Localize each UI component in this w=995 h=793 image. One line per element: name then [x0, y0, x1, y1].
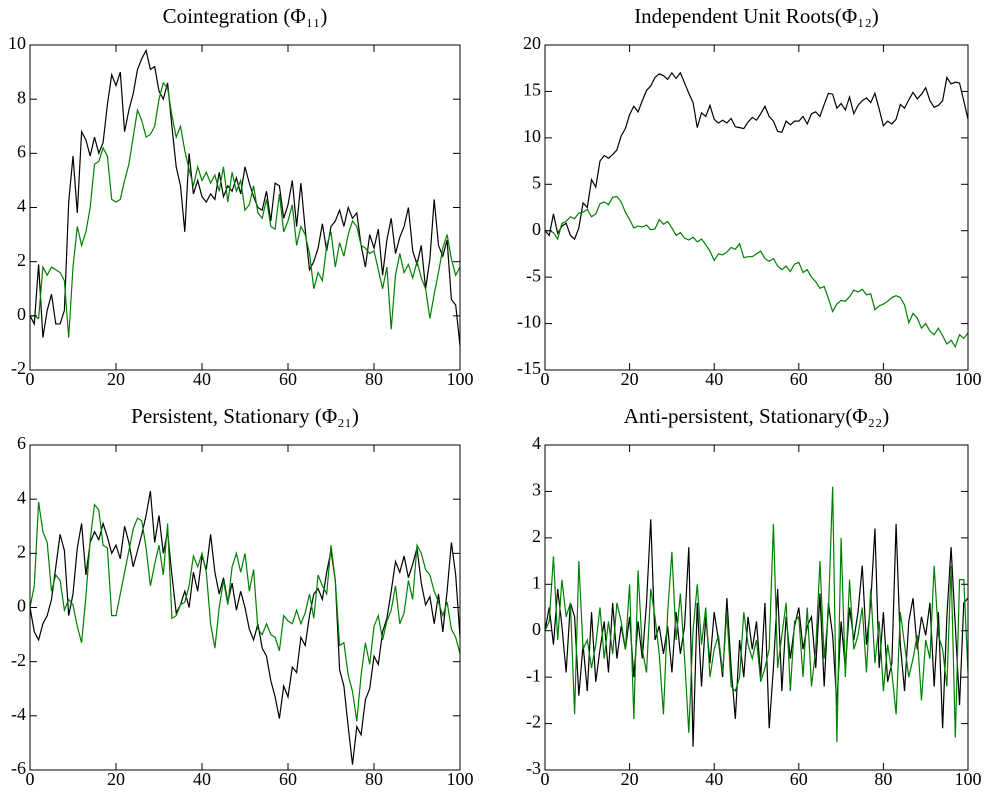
data-line: [29, 48, 461, 346]
x-tick-label: 0: [26, 369, 35, 389]
y-tick-label: 15: [523, 80, 541, 100]
x-tick-label: 60: [279, 769, 297, 789]
x-tick-label: 100: [955, 769, 982, 789]
x-tick-label: 40: [193, 769, 211, 789]
x-tick-label: 80: [365, 369, 383, 389]
y-tick-label: 10: [523, 126, 541, 146]
x-tick-label: 0: [541, 769, 550, 789]
y-tick-label: 20: [523, 33, 541, 53]
y-tick-label: -3: [526, 758, 541, 778]
x-tick-label: 60: [790, 369, 808, 389]
subplot: Anti-persistent, Stationary(Φ₂₂) -3 -2 -1 0 1…: [526, 404, 982, 789]
data-line: [29, 501, 461, 722]
y-tick-label: 1: [532, 572, 541, 592]
x-tick-label: 40: [193, 369, 211, 389]
y-tick-label: -2: [11, 358, 26, 378]
y-tick-label: 4: [17, 487, 26, 507]
x-tick-label: 60: [790, 769, 808, 789]
plot-area: [545, 45, 968, 370]
x-tick-label: 20: [107, 369, 125, 389]
y-tick-label: -2: [526, 712, 541, 732]
x-tick-label: 100: [447, 769, 474, 789]
x-tick-label: 100: [955, 369, 982, 389]
y-tick-label: 10: [8, 33, 26, 53]
y-tick-label: -2: [11, 650, 26, 670]
chart-title: Anti-persistent, Stationary(Φ₂₂): [624, 404, 890, 428]
chart-title: Cointegration (Φ₁₁): [163, 4, 328, 28]
chart-title: Independent Unit Roots(Φ₁₂): [634, 4, 879, 28]
plot-area: [545, 445, 968, 770]
x-tick-label: 80: [365, 769, 383, 789]
data-line: [545, 195, 969, 349]
y-tick-label: 4: [17, 196, 26, 216]
y-tick-label: 6: [17, 433, 26, 453]
y-tick-label: 2: [17, 541, 26, 561]
y-tick-label: -15: [517, 358, 541, 378]
y-tick-label: -4: [11, 704, 26, 724]
y-tick-label: -10: [517, 312, 541, 332]
x-tick-label: 80: [874, 369, 892, 389]
x-tick-label: 80: [874, 769, 892, 789]
x-tick-label: 100: [447, 369, 474, 389]
y-tick-label: 8: [17, 87, 26, 107]
y-tick-label: 3: [532, 480, 541, 500]
y-tick-label: 2: [17, 250, 26, 270]
y-tick-label: 0: [17, 596, 26, 616]
x-tick-label: 0: [26, 769, 35, 789]
x-tick-label: 20: [621, 769, 639, 789]
data-line: [30, 81, 461, 338]
y-tick-label: 0: [532, 219, 541, 239]
data-line: [544, 486, 969, 743]
y-tick-label: -6: [11, 758, 26, 778]
data-line: [544, 71, 969, 241]
x-tick-label: 40: [705, 769, 723, 789]
chart-title: Persistent, Stationary (Φ₂₁): [131, 404, 359, 428]
subplot: Independent Unit Roots(Φ₁₂) -15 -10 -5 0 5 10 1…: [517, 4, 982, 389]
axes-frame: [544, 44, 969, 371]
y-tick-label: 0: [17, 304, 26, 324]
x-tick-label: 0: [541, 369, 550, 389]
x-tick-label: 20: [107, 769, 125, 789]
y-tick-label: -5: [526, 265, 541, 285]
data-line: [544, 519, 969, 747]
y-tick-label: 4: [532, 433, 541, 453]
y-tick-label: -1: [526, 665, 541, 685]
y-tick-label: 0: [532, 619, 541, 639]
y-tick-label: 6: [17, 141, 26, 161]
x-tick-label: 40: [705, 369, 723, 389]
y-tick-label: 2: [532, 526, 541, 546]
x-tick-label: 60: [279, 369, 297, 389]
x-tick-label: 20: [621, 369, 639, 389]
axes-frame: [544, 444, 969, 771]
y-tick-label: 5: [532, 172, 541, 192]
